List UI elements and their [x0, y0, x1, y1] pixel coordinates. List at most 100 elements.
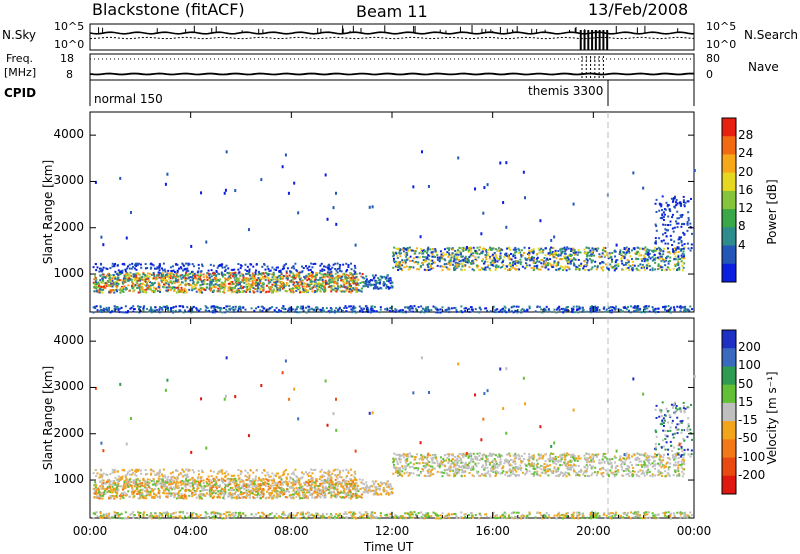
early-band-power-cell	[156, 277, 159, 280]
early-band-power-cell	[279, 277, 282, 280]
near-range-power-cell	[287, 309, 290, 312]
late-band-power-cell	[448, 268, 451, 271]
near-range-power-cell	[510, 310, 513, 313]
early-band-power-cell	[353, 277, 356, 280]
late-band-power-cell	[427, 265, 430, 268]
late-band-power-cell	[486, 266, 489, 269]
early-band-velocity-cell	[234, 487, 237, 490]
late-band-power-cell	[415, 256, 418, 259]
late-band-power-cell	[621, 255, 624, 258]
late-band-power-cell	[671, 248, 674, 251]
early-band-velocity-cell	[298, 479, 301, 482]
late-band-power-cell	[478, 253, 481, 256]
early-band-power-cell	[198, 289, 201, 292]
near-range-power-cell	[538, 305, 541, 308]
early-band-velocity-cell	[169, 481, 172, 484]
early-fringe-power-cell	[117, 269, 120, 272]
near-range-power-cell	[352, 305, 355, 308]
early-fringe-power-cell	[306, 267, 309, 270]
late-band-power-cell	[632, 267, 635, 270]
early-band-power-cell	[354, 282, 357, 285]
late-band-power-cell	[573, 253, 576, 256]
late-band-power-cell	[606, 253, 609, 256]
near-range-power-cell	[113, 307, 116, 310]
near-range-power-cell	[158, 306, 161, 309]
early-band-velocity-cell	[146, 493, 149, 496]
early-band-power-cell	[316, 273, 319, 276]
late-band-power-cell	[570, 250, 573, 253]
early-band-velocity-cell	[308, 484, 311, 487]
late-band-power-cell	[530, 257, 533, 260]
near-range-power-cell	[108, 306, 111, 309]
late-band-power-cell	[430, 251, 433, 254]
early-fringe-power-cell	[336, 268, 339, 271]
early-band-velocity-cell	[165, 488, 168, 491]
early-band-velocity-cell	[124, 486, 127, 489]
late-band-power-cell	[502, 264, 505, 267]
early-band-power-cell	[201, 288, 204, 291]
late-band-power-cell	[508, 257, 511, 260]
early-band-velocity-cell	[212, 484, 215, 487]
late-band-power-cell	[530, 259, 533, 262]
late-band-power-cell	[674, 265, 677, 268]
early-fringe-power-cell	[310, 262, 313, 265]
near-range-power-cell	[361, 309, 364, 312]
late-band-power-cell	[631, 269, 634, 272]
near-range-power-cell	[614, 308, 617, 311]
near-range-power-cell	[244, 308, 247, 311]
late-band-power-cell	[462, 250, 465, 253]
early-band-power-cell	[323, 286, 326, 289]
near-range-power-cell	[661, 306, 664, 309]
late-band-power-cell	[487, 254, 490, 257]
near-range-power-cell	[311, 307, 314, 310]
late-band-power-cell	[519, 258, 522, 261]
early-band-velocity-cell	[272, 479, 275, 482]
early-fringe-power-cell	[266, 265, 269, 268]
early-fringe-power-cell	[186, 267, 189, 270]
late-band-power-cell	[500, 261, 503, 264]
late-band-power-cell	[602, 269, 605, 272]
late-band-power-cell	[549, 251, 552, 254]
early-band-power-cell	[314, 274, 317, 277]
early-band-power-cell	[255, 278, 258, 281]
early-band-velocity-cell	[311, 480, 314, 483]
early-band-velocity-cell	[157, 489, 160, 492]
near-range-power-cell	[109, 311, 112, 314]
late-band-power-cell	[481, 252, 484, 255]
early-band-velocity-cell	[304, 496, 307, 499]
early-band-power-cell	[163, 279, 166, 282]
late-band-power-cell	[563, 248, 566, 251]
early-band-power-cell	[101, 291, 104, 294]
late-band-power-cell	[658, 267, 661, 270]
early-band-power-cell	[314, 278, 317, 281]
near-range-power-cell	[170, 306, 173, 309]
near-range-power-cell	[153, 309, 156, 312]
near-range-power-cell	[172, 306, 175, 309]
late-tail-power-cell	[679, 204, 682, 207]
near-range-power-cell	[316, 308, 319, 311]
sparse-power-cell	[427, 184, 430, 188]
late-band-power-cell	[545, 264, 548, 267]
early-band-power-cell	[305, 285, 308, 288]
early-band-power-cell	[254, 284, 257, 287]
early-fringe-power-cell	[122, 262, 125, 265]
early-band-velocity-cell	[95, 493, 98, 496]
near-range-power-cell	[299, 311, 302, 314]
late-band-power-cell	[525, 266, 528, 269]
early-band-velocity-cell	[256, 496, 259, 499]
late-band-power-cell	[536, 253, 539, 256]
early-band-velocity-cell	[159, 482, 162, 485]
early-band-power-cell	[310, 286, 313, 289]
early-band-power-cell	[336, 274, 339, 277]
near-range-power-cell	[206, 306, 209, 309]
near-range-power-cell	[348, 305, 351, 308]
late-tail-power-cell	[660, 205, 663, 208]
early-band-power-cell	[175, 291, 178, 294]
late-band-power-cell	[677, 262, 680, 265]
early-band-velocity-cell	[149, 487, 152, 490]
near-range-power-cell	[470, 308, 473, 311]
near-range-power-cell	[558, 309, 561, 312]
early-band-velocity-cell	[311, 486, 314, 489]
late-band-power-cell	[416, 247, 419, 250]
late-band-power-cell	[663, 260, 666, 263]
